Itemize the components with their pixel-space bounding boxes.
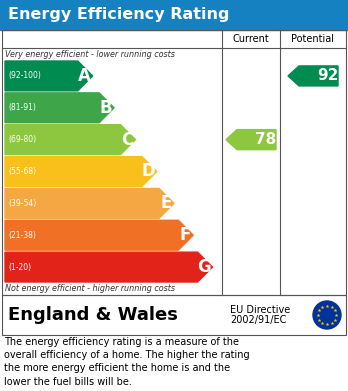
Text: 2002/91/EC: 2002/91/EC [230, 315, 286, 325]
Polygon shape [5, 93, 114, 123]
Text: (55-68): (55-68) [8, 167, 36, 176]
Text: (92-100): (92-100) [8, 72, 41, 81]
Text: C: C [121, 131, 134, 149]
Text: EU Directive: EU Directive [230, 305, 290, 315]
Polygon shape [288, 66, 338, 86]
Text: Current: Current [232, 34, 269, 44]
Text: A: A [78, 67, 91, 85]
Text: Energy Efficiency Rating: Energy Efficiency Rating [8, 7, 229, 23]
Text: B: B [100, 99, 112, 117]
Text: F: F [180, 226, 191, 244]
Text: 78: 78 [255, 132, 277, 147]
Bar [0, 0, 348, 30]
Polygon shape [5, 125, 135, 154]
Circle shape [313, 301, 341, 329]
Text: G: G [197, 258, 211, 276]
Polygon shape [5, 156, 157, 187]
Text: Very energy efficient - lower running costs: Very energy efficient - lower running co… [5, 50, 175, 59]
Text: Not energy efficient - higher running costs: Not energy efficient - higher running co… [5, 284, 175, 293]
Text: (1-20): (1-20) [8, 263, 31, 272]
Text: E: E [161, 194, 172, 212]
Polygon shape [5, 252, 213, 282]
Text: England & Wales: England & Wales [8, 306, 178, 324]
Polygon shape [5, 220, 193, 250]
Polygon shape [5, 61, 93, 91]
Bar [2, 30, 346, 295]
Text: The energy efficiency rating is a measure of the
overall efficiency of a home. T: The energy efficiency rating is a measur… [4, 337, 250, 387]
Polygon shape [5, 188, 174, 218]
Bar [2, 295, 346, 335]
Text: (39-54): (39-54) [8, 199, 36, 208]
Text: D: D [141, 163, 155, 181]
Text: (21-38): (21-38) [8, 231, 36, 240]
Text: (81-91): (81-91) [8, 103, 36, 112]
Text: (69-80): (69-80) [8, 135, 36, 144]
Text: 92: 92 [317, 68, 339, 83]
Polygon shape [226, 130, 276, 150]
Text: Potential: Potential [292, 34, 334, 44]
